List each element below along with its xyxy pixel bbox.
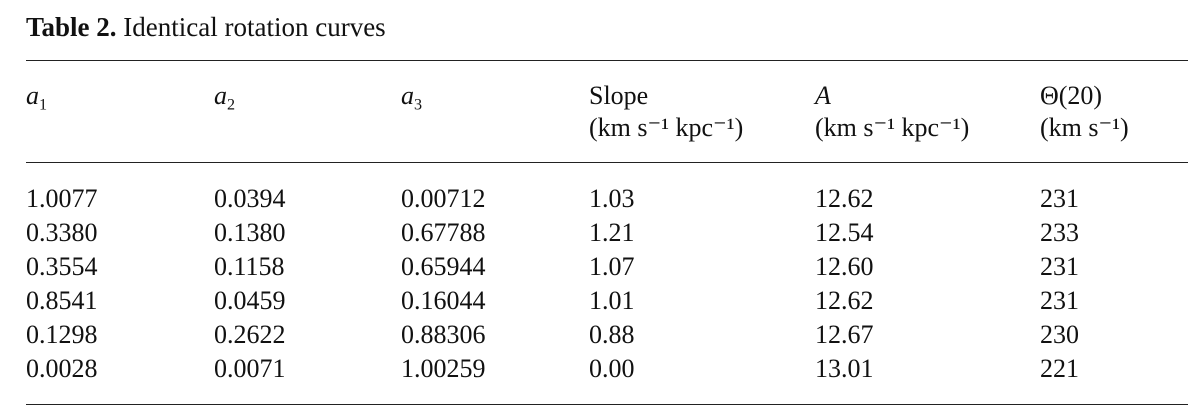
header-rule	[26, 162, 1188, 163]
header-a3: a3	[401, 80, 423, 114]
table-row: 0.3380 0.1380 0.67788 1.21 12.54 233	[0, 216, 1200, 250]
table-row: 0.1298 0.2622 0.88306 0.88 12.67 230	[0, 318, 1200, 352]
cell-a2: 0.0459	[214, 286, 286, 315]
header-slope: Slope (km s⁻¹ kpc⁻¹)	[589, 80, 743, 144]
cell-a1: 0.3554	[26, 252, 98, 281]
table-row: 0.0028 0.0071 1.00259 0.00 13.01 221	[0, 352, 1200, 386]
table-label: Table 2.	[26, 12, 117, 42]
cell-a1: 0.1298	[26, 320, 98, 349]
header-a1-base: a	[26, 81, 39, 110]
cell-a3: 0.00712	[401, 184, 486, 213]
cell-slope: 0.88	[589, 320, 635, 349]
cell-oort-a: 12.62	[815, 286, 874, 315]
cell-a1: 0.3380	[26, 218, 98, 247]
header-theta20: Θ(20) (km s⁻¹)	[1040, 80, 1129, 144]
header-slope-unit: (km s⁻¹ kpc⁻¹)	[589, 113, 744, 142]
header-oort-a: A (km s⁻¹ kpc⁻¹)	[815, 80, 969, 144]
header-theta20-unit: (km s⁻¹)	[1040, 113, 1129, 142]
bottom-rule	[26, 404, 1188, 405]
cell-oort-a: 12.54	[815, 218, 874, 247]
cell-a2: 0.1380	[214, 218, 286, 247]
top-rule	[26, 60, 1188, 61]
header-oort-a-unit: (km s⁻¹ kpc⁻¹)	[815, 113, 970, 142]
table-row: 0.3554 0.1158 0.65944 1.07 12.60 231	[0, 250, 1200, 284]
cell-slope: 0.00	[589, 354, 635, 383]
cell-a1: 0.8541	[26, 286, 98, 315]
table-body: 1.0077 0.0394 0.00712 1.03 12.62 231 0.3…	[0, 182, 1200, 386]
cell-slope: 1.21	[589, 218, 635, 247]
header-slope-title: Slope	[589, 81, 649, 110]
cell-a3: 0.65944	[401, 252, 486, 281]
header-a3-sub: 3	[414, 96, 423, 114]
header-a3-base: a	[401, 81, 414, 110]
cell-oort-a: 12.67	[815, 320, 874, 349]
table-title: Identical rotation curves	[123, 12, 386, 42]
cell-oort-a: 13.01	[815, 354, 874, 383]
cell-theta20: 231	[1040, 184, 1079, 213]
cell-a3: 1.00259	[401, 354, 486, 383]
cell-slope: 1.01	[589, 286, 635, 315]
cell-theta20: 233	[1040, 218, 1079, 247]
header-theta20-title: Θ(20)	[1040, 81, 1103, 110]
cell-a2: 0.0071	[214, 354, 286, 383]
table-caption: Table 2. Identical rotation curves	[26, 10, 386, 44]
header-a1-sub: 1	[39, 96, 48, 114]
cell-a2: 0.0394	[214, 184, 286, 213]
cell-theta20: 230	[1040, 320, 1079, 349]
cell-oort-a: 12.62	[815, 184, 874, 213]
cell-a2: 0.1158	[214, 252, 285, 281]
cell-a3: 0.67788	[401, 218, 486, 247]
header-a1: a1	[26, 80, 48, 114]
cell-slope: 1.03	[589, 184, 635, 213]
cell-theta20: 231	[1040, 286, 1079, 315]
cell-a3: 0.88306	[401, 320, 486, 349]
cell-theta20: 231	[1040, 252, 1079, 281]
header-oort-a-title: A	[815, 81, 831, 110]
cell-a1: 0.0028	[26, 354, 98, 383]
table-row: 0.8541 0.0459 0.16044 1.01 12.62 231	[0, 284, 1200, 318]
cell-slope: 1.07	[589, 252, 635, 281]
header-a2-sub: 2	[227, 96, 236, 114]
table-row: 1.0077 0.0394 0.00712 1.03 12.62 231	[0, 182, 1200, 216]
cell-oort-a: 12.60	[815, 252, 874, 281]
cell-a1: 1.0077	[26, 184, 98, 213]
cell-a2: 0.2622	[214, 320, 286, 349]
header-a2: a2	[214, 80, 236, 114]
cell-theta20: 221	[1040, 354, 1079, 383]
cell-a3: 0.16044	[401, 286, 486, 315]
header-a2-base: a	[214, 81, 227, 110]
